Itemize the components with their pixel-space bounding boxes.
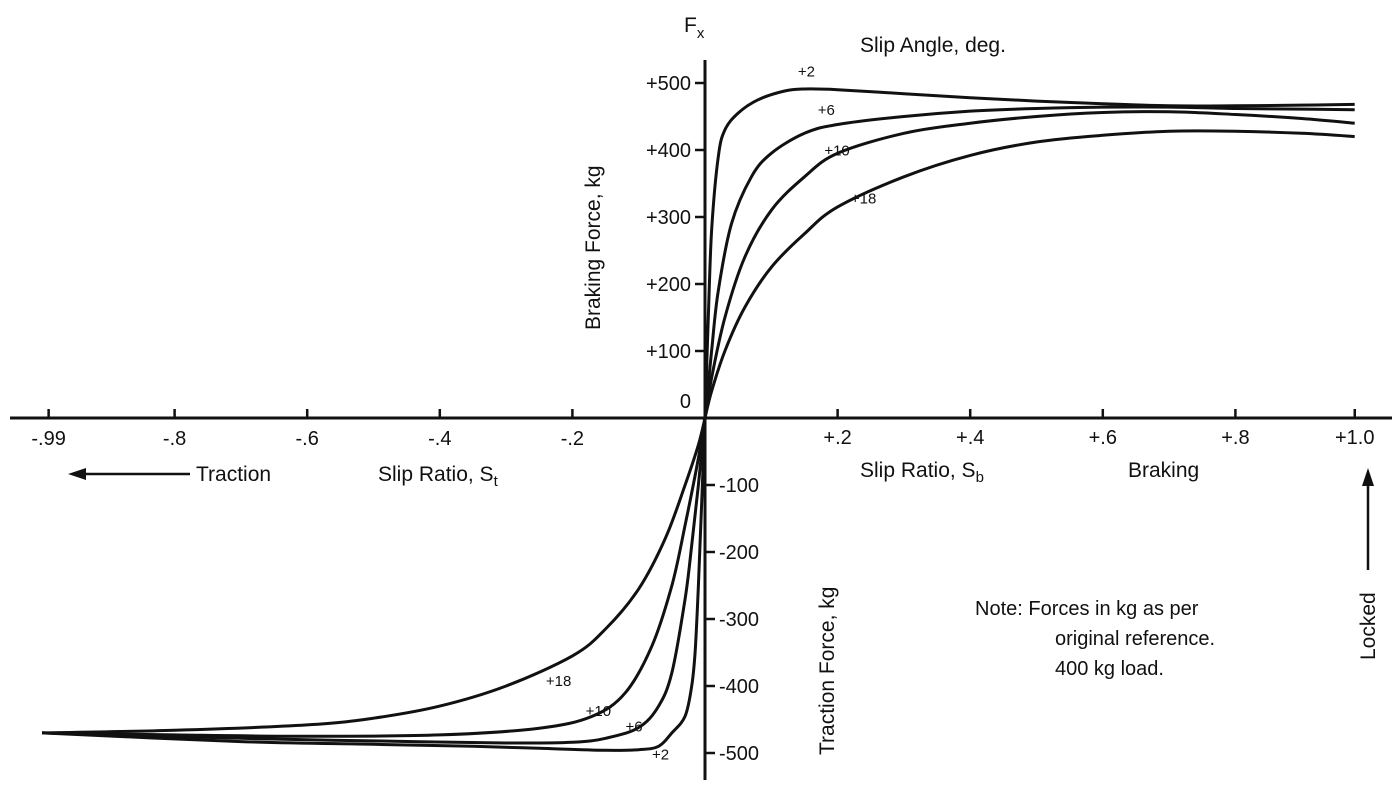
y-tick-label: -300 (719, 609, 759, 631)
note-line-2: original reference. (1055, 628, 1215, 650)
axes (10, 60, 1392, 780)
note-line-1: Note: Forces in kg as per (975, 598, 1199, 620)
traction-curve-label: +2 (652, 747, 669, 764)
traction-arrow (68, 468, 190, 480)
braking-curve-label: +10 (824, 142, 849, 159)
y-label-top: Braking Force, kg (582, 165, 605, 330)
x-tick-label: -.2 (561, 428, 584, 450)
y-tick-label: -400 (719, 676, 759, 698)
x-tick-label: -.99 (31, 428, 65, 450)
x-tick-label: +.6 (1089, 427, 1117, 449)
braking-curve-label: +2 (798, 63, 815, 80)
traction-curve-1 (41, 417, 707, 745)
tick-marks (47, 81, 1356, 755)
x-tick-label: -.6 (296, 428, 319, 450)
x-tick-label: +1.0 (1335, 427, 1374, 449)
chart-title: Slip Angle, deg. (860, 34, 1006, 57)
x-tick-label: +.8 (1221, 427, 1249, 449)
locked-label: Locked (1357, 592, 1380, 660)
traction-curve-label: +18 (546, 673, 571, 690)
braking-curve-label: +18 (851, 191, 876, 208)
y-tick-label: +300 (646, 207, 691, 229)
x-label-right: Slip Ratio, Sb (860, 459, 984, 486)
y-zero-label: 0 (680, 391, 691, 413)
x-tick-label: -.8 (163, 428, 186, 450)
traction-curve-label: +10 (586, 703, 611, 720)
x-tick-label: +.4 (956, 427, 984, 449)
traction-label: Traction (196, 463, 271, 486)
locked-arrow-head (1362, 468, 1374, 486)
tick-labels: -.99 -.8 -.6 -.4 -.2 +.2 +.4 +.6 +.8 +1.0+100+200… (31, 73, 1374, 765)
locked-arrow (1362, 468, 1374, 570)
curve-labels: +2 +2 +6 +6 +10 +10 +18 +18 (546, 63, 876, 763)
y-tick-label: +500 (646, 73, 691, 95)
y-label-bottom: Traction Force, kg (816, 587, 839, 755)
braking-curve-label: +6 (818, 102, 835, 119)
braking-label: Braking (1128, 459, 1199, 482)
y-tick-label: +100 (646, 341, 691, 363)
y-tick-label: -100 (719, 475, 759, 497)
x-tick-label: +.2 (823, 427, 851, 449)
note-line-3: 400 kg load. (1055, 658, 1164, 680)
braking-curve-3 (703, 129, 1355, 419)
curves (41, 87, 1355, 752)
y-tick-label: -500 (719, 743, 759, 765)
y-tick-label: +200 (646, 274, 691, 296)
braking-curve-0 (703, 87, 1355, 419)
y-tick-label: +400 (646, 140, 691, 162)
x-label-left: Slip Ratio, St (378, 463, 499, 490)
traction-curve-3 (41, 417, 707, 735)
traction-arrow-head (68, 468, 86, 480)
note-block: Note: Forces in kg as per original refer… (975, 598, 1215, 680)
traction-curve-0 (41, 417, 707, 752)
traction-curve-2 (41, 417, 707, 738)
y-tick-label: -200 (719, 542, 759, 564)
x-tick-label: -.4 (428, 428, 451, 450)
braking-curve-2 (703, 110, 1355, 419)
braking-curve-1 (703, 105, 1355, 419)
traction-curve-label: +6 (625, 719, 642, 736)
axis-letter-fx: Fx (684, 14, 705, 42)
